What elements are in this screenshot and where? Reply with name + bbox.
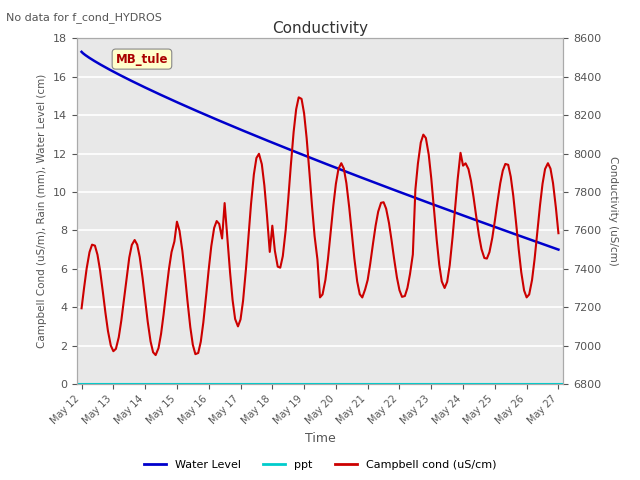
Text: No data for f_cond_HYDROS: No data for f_cond_HYDROS [6, 12, 163, 23]
Title: Conductivity: Conductivity [272, 21, 368, 36]
Y-axis label: Campbell Cond (uS/m), Rain (mm), Water Level (cm): Campbell Cond (uS/m), Rain (mm), Water L… [37, 74, 47, 348]
Text: MB_tule: MB_tule [116, 53, 168, 66]
Y-axis label: Conductivity (uS/cm): Conductivity (uS/cm) [608, 156, 618, 266]
Legend: Water Level, ppt, Campbell cond (uS/cm): Water Level, ppt, Campbell cond (uS/cm) [140, 456, 500, 474]
X-axis label: Time: Time [305, 432, 335, 444]
